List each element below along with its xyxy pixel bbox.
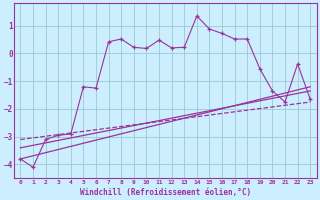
- X-axis label: Windchill (Refroidissement éolien,°C): Windchill (Refroidissement éolien,°C): [80, 188, 251, 197]
